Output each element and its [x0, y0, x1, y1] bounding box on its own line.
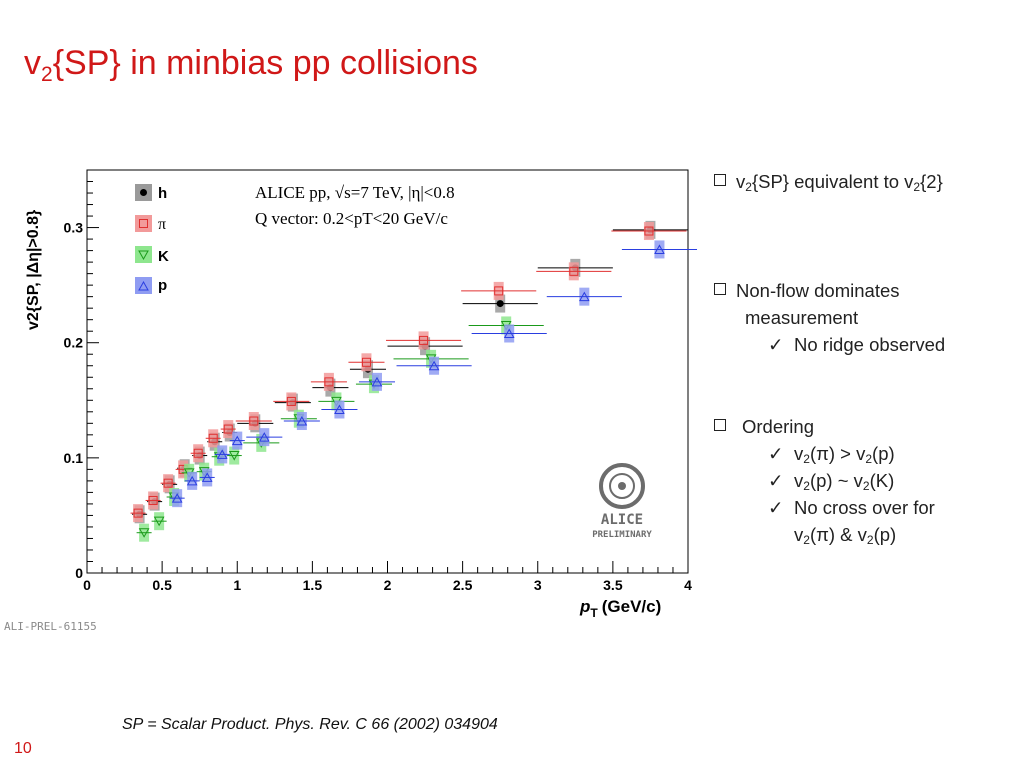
x-tick-label: 4	[684, 577, 692, 593]
point-p	[371, 376, 383, 387]
legend-dot-h	[140, 189, 147, 196]
point-π	[223, 424, 233, 434]
bullet-box-icon	[714, 283, 726, 295]
chart-annotation-2: Q vector: 0.2<pT<20 GeV/c	[255, 209, 448, 228]
alice-logo: ALICE PRELIMINARY	[592, 463, 652, 540]
point-p	[334, 404, 345, 414]
legend-marker-pi	[135, 215, 152, 232]
point-p	[503, 328, 515, 339]
point-π	[361, 357, 371, 367]
alice-logo-core	[609, 473, 635, 499]
checkmark-icon: ✓	[768, 334, 784, 355]
legend-label-p: p	[158, 277, 167, 294]
chart-annotation-1: ALICE pp, √s=7 TeV, |η|<0.8	[255, 183, 455, 202]
legend-marker-p	[135, 277, 152, 294]
point-K	[153, 516, 165, 527]
bullet-equivalence: v2{SP} equivalent to v2{2}	[714, 168, 943, 201]
legend-label-h: h	[158, 185, 167, 202]
point-p	[216, 449, 228, 459]
point-p	[231, 435, 243, 446]
checkmark-icon: ✓	[768, 497, 784, 518]
point-π	[148, 495, 158, 505]
x-tick-label: 1.5	[303, 577, 323, 593]
x-tick-label: 3.5	[603, 577, 623, 593]
x-tick-label: 3	[534, 577, 542, 593]
series-p	[169, 240, 698, 508]
alice-logo-ring	[599, 463, 645, 509]
point-p	[186, 475, 198, 486]
bullet-ordering: Ordering	[714, 413, 814, 440]
point-p	[258, 432, 270, 442]
point-π	[193, 448, 203, 458]
bullet-box-icon	[714, 419, 726, 431]
y-tick-label: 0.3	[64, 220, 84, 236]
check-order-3: ✓ No cross over for	[768, 494, 935, 521]
point-p	[171, 493, 183, 503]
point-π	[208, 433, 218, 443]
alice-logo-preliminary: PRELIMINARY	[592, 530, 652, 540]
axis-ticks: 0 0.5 1 1.5 2 2.5 3 3.5 4 0 0.1 0.2 0.3	[64, 169, 692, 593]
check-order-3-line2: v2(π) & v2(p)	[794, 524, 897, 547]
legend-label-K: K	[158, 248, 169, 265]
alice-logo-center	[618, 482, 626, 490]
point-h	[496, 300, 504, 308]
checkmark-icon: ✓	[768, 470, 784, 491]
point-π	[644, 226, 654, 236]
check-order-2: ✓ v2(p) ~ v2(K)	[768, 467, 894, 500]
x-axis-label: pT (GeV/c)	[579, 597, 661, 620]
page-number: 10	[14, 740, 32, 757]
point-π	[494, 286, 504, 296]
y-tick-label: 0.1	[64, 450, 84, 466]
series-π	[130, 222, 687, 523]
x-tick-label: 2.5	[453, 577, 473, 593]
point-p	[428, 360, 440, 371]
y-tick-label: 0.2	[64, 335, 84, 351]
bullet-box-icon	[714, 174, 726, 186]
legend-label-pi: π	[158, 216, 166, 233]
x-tick-label: 2	[384, 577, 392, 593]
point-π	[324, 377, 334, 387]
point-π	[286, 396, 296, 406]
legend-triangle-p	[138, 280, 149, 291]
legend-marker-K	[135, 246, 152, 263]
point-p	[201, 472, 213, 482]
alice-logo-text: ALICE	[601, 512, 643, 528]
legend-square-pi	[139, 219, 148, 228]
checkmark-icon: ✓	[768, 443, 784, 464]
point-p	[578, 291, 590, 302]
slide-title: v2{SP} in minbias pp collisions	[24, 44, 478, 86]
point-p	[296, 415, 308, 426]
x-tick-label: 0	[83, 577, 91, 593]
point-π	[419, 335, 429, 345]
point-p	[654, 244, 665, 254]
y-axis-label: v2{SP, |Δη|>0.8}	[25, 210, 42, 330]
plot-frame	[86, 169, 689, 574]
x-tick-label: 0.5	[152, 577, 172, 593]
series-K	[136, 316, 544, 542]
data-points	[130, 220, 698, 542]
point-π	[163, 478, 173, 488]
footnote: SP = Scalar Product. Phys. Rev. C 66 (20…	[122, 716, 498, 733]
check-order-1: ✓ v2(π) > v2(p)	[768, 440, 895, 473]
point-π	[569, 266, 579, 276]
bullet-nonflow: Non-flow dominates	[714, 277, 900, 304]
legend: h π K p	[135, 184, 169, 294]
check-no-ridge: ✓ No ridge observed	[768, 331, 945, 358]
point-K	[228, 451, 240, 461]
preliminary-id: ALI-PREL-61155	[4, 620, 97, 633]
point-K	[138, 528, 150, 538]
x-tick-label: 1	[233, 577, 241, 593]
point-π	[133, 508, 143, 518]
y-tick-label: 0	[75, 565, 83, 581]
legend-triangle-K	[138, 250, 149, 261]
point-π	[249, 416, 259, 426]
bullet-nonflow-line2: measurement	[745, 307, 859, 328]
